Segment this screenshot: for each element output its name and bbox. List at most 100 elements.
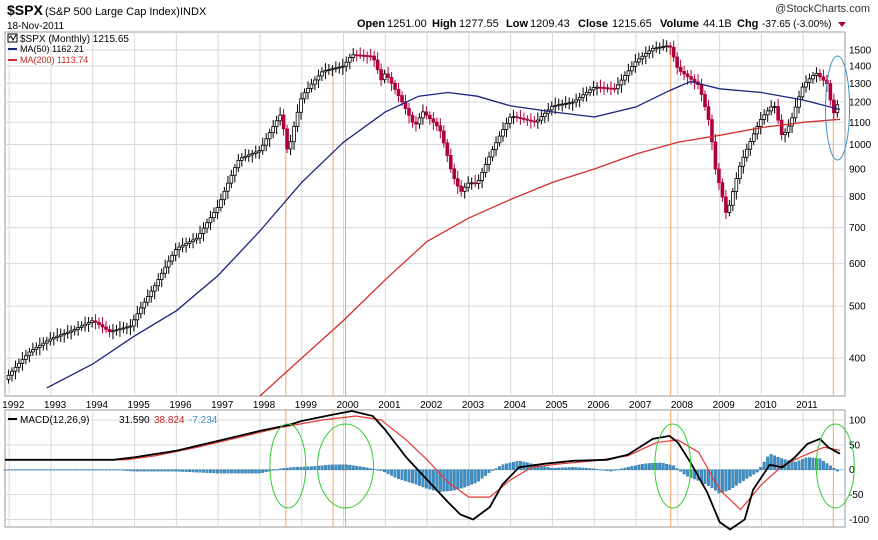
candle-body <box>389 77 394 84</box>
candle-body <box>281 114 286 130</box>
macd-histogram-bar <box>243 469 247 474</box>
macd-histogram-bar <box>310 466 313 470</box>
macd-histogram-bar <box>362 467 366 470</box>
macd-histogram-bar <box>271 469 275 471</box>
macd-histogram-bar <box>125 469 129 471</box>
macd-histogram-bar <box>146 469 150 472</box>
candle-body <box>72 328 77 332</box>
price-annotation-lines <box>285 46 834 396</box>
candle-body <box>783 131 787 135</box>
price-y-tick: 1200 <box>849 97 872 108</box>
candle-body <box>250 153 255 156</box>
candle-body <box>685 73 690 77</box>
macd-histogram-bar <box>205 469 209 473</box>
candle-body <box>414 121 418 125</box>
candle-body <box>361 54 366 57</box>
candle-body <box>191 239 195 243</box>
macd-histogram-bar <box>52 469 56 471</box>
macd-histogram-bar <box>10 469 14 471</box>
down-arrow-icon <box>838 22 846 27</box>
candle-body <box>776 106 780 121</box>
macd-histogram-bar <box>456 469 460 490</box>
macd-histogram-bar <box>20 469 24 471</box>
macd-histogram-bar <box>275 469 279 471</box>
macd-histogram-bar <box>142 469 146 472</box>
candle-body <box>689 76 693 80</box>
macd-histogram-bar <box>724 469 728 492</box>
candle-body <box>508 116 512 124</box>
macd-histogram-bar <box>658 462 662 470</box>
price-legend: $SPX (Monthly) 1215.65 MA(50) 1162.21 MA… <box>7 33 129 65</box>
candle-body <box>591 87 596 91</box>
candle-body <box>654 47 659 50</box>
candle-body <box>236 159 241 169</box>
macd-histogram-bar <box>348 464 352 470</box>
candle-body <box>152 285 157 292</box>
price-y-tick: 800 <box>849 192 866 203</box>
candle-body <box>786 125 791 133</box>
macd-histogram-bar <box>344 464 348 470</box>
candle-body <box>417 117 422 125</box>
candle-body <box>97 321 101 326</box>
macd-histogram-bar <box>69 469 73 471</box>
macd-histogram-bar <box>24 469 28 471</box>
macd-histogram-bar <box>794 461 797 470</box>
macd-histogram-bar <box>665 463 669 470</box>
macd-histogram-bar <box>114 469 118 471</box>
macd-histogram-bar <box>323 465 327 470</box>
x-tick-label: 1994 <box>86 400 109 411</box>
candle-body <box>212 212 216 218</box>
candle-body <box>375 59 380 71</box>
candle-body <box>466 182 470 188</box>
candle-body <box>240 157 244 161</box>
x-tick-label: 1997 <box>211 400 234 411</box>
candle-body <box>170 254 174 262</box>
macd-histogram-bar <box>567 467 571 470</box>
macd-histogram-bar <box>411 469 414 484</box>
legend-ma200: MA(200) 1113.74 <box>20 55 88 65</box>
macd-histogram-bar <box>797 460 801 470</box>
x-tick-label: 2001 <box>378 400 401 411</box>
candle-body <box>41 342 46 346</box>
macd-histogram-bar <box>734 469 738 486</box>
macd-histogram-bar <box>90 469 94 471</box>
macd-histogram-bar <box>546 467 550 470</box>
candle-body <box>744 148 749 158</box>
candle-body <box>65 331 70 334</box>
candle-body <box>396 88 401 96</box>
macd-histogram-bar <box>181 469 185 472</box>
macd-histogram-bar <box>626 466 630 470</box>
candle-body <box>497 135 502 144</box>
macd-histogram-bar <box>369 468 373 470</box>
candle-body <box>368 55 373 58</box>
candle-body <box>713 141 718 170</box>
candle-body <box>480 171 484 181</box>
macd-histogram-bar <box>240 469 244 474</box>
candle-body <box>431 118 436 123</box>
macd-legend-value: 31.590 <box>119 415 150 426</box>
macd-histogram-bar <box>282 468 286 470</box>
annotation-circle <box>815 423 855 509</box>
macd-histogram-bar <box>619 468 623 470</box>
macd-histogram-bar <box>45 469 49 471</box>
candle-body <box>818 73 822 78</box>
candle-body <box>650 47 655 52</box>
candle-body <box>163 266 167 274</box>
candle-body <box>316 75 321 81</box>
macd-histogram-bar <box>390 469 394 476</box>
price-y-tick: 600 <box>849 259 866 270</box>
candle-body <box>142 301 147 309</box>
candle-body <box>400 95 404 103</box>
macd-histogram-bar <box>835 469 839 472</box>
candle-body <box>320 71 324 77</box>
chart-index-name: (S&P 500 Large Cap Index) <box>45 6 180 18</box>
candle-body <box>438 125 443 132</box>
candle-body <box>543 112 547 118</box>
candle-body <box>661 46 666 48</box>
candle-body <box>762 114 767 120</box>
macd-histogram-bar <box>661 463 665 470</box>
macd-histogram-bar <box>727 469 731 491</box>
macd-histogram-bar <box>118 469 122 471</box>
macd-histogram-bar <box>501 464 505 470</box>
macd-histogram-bar <box>720 469 724 493</box>
